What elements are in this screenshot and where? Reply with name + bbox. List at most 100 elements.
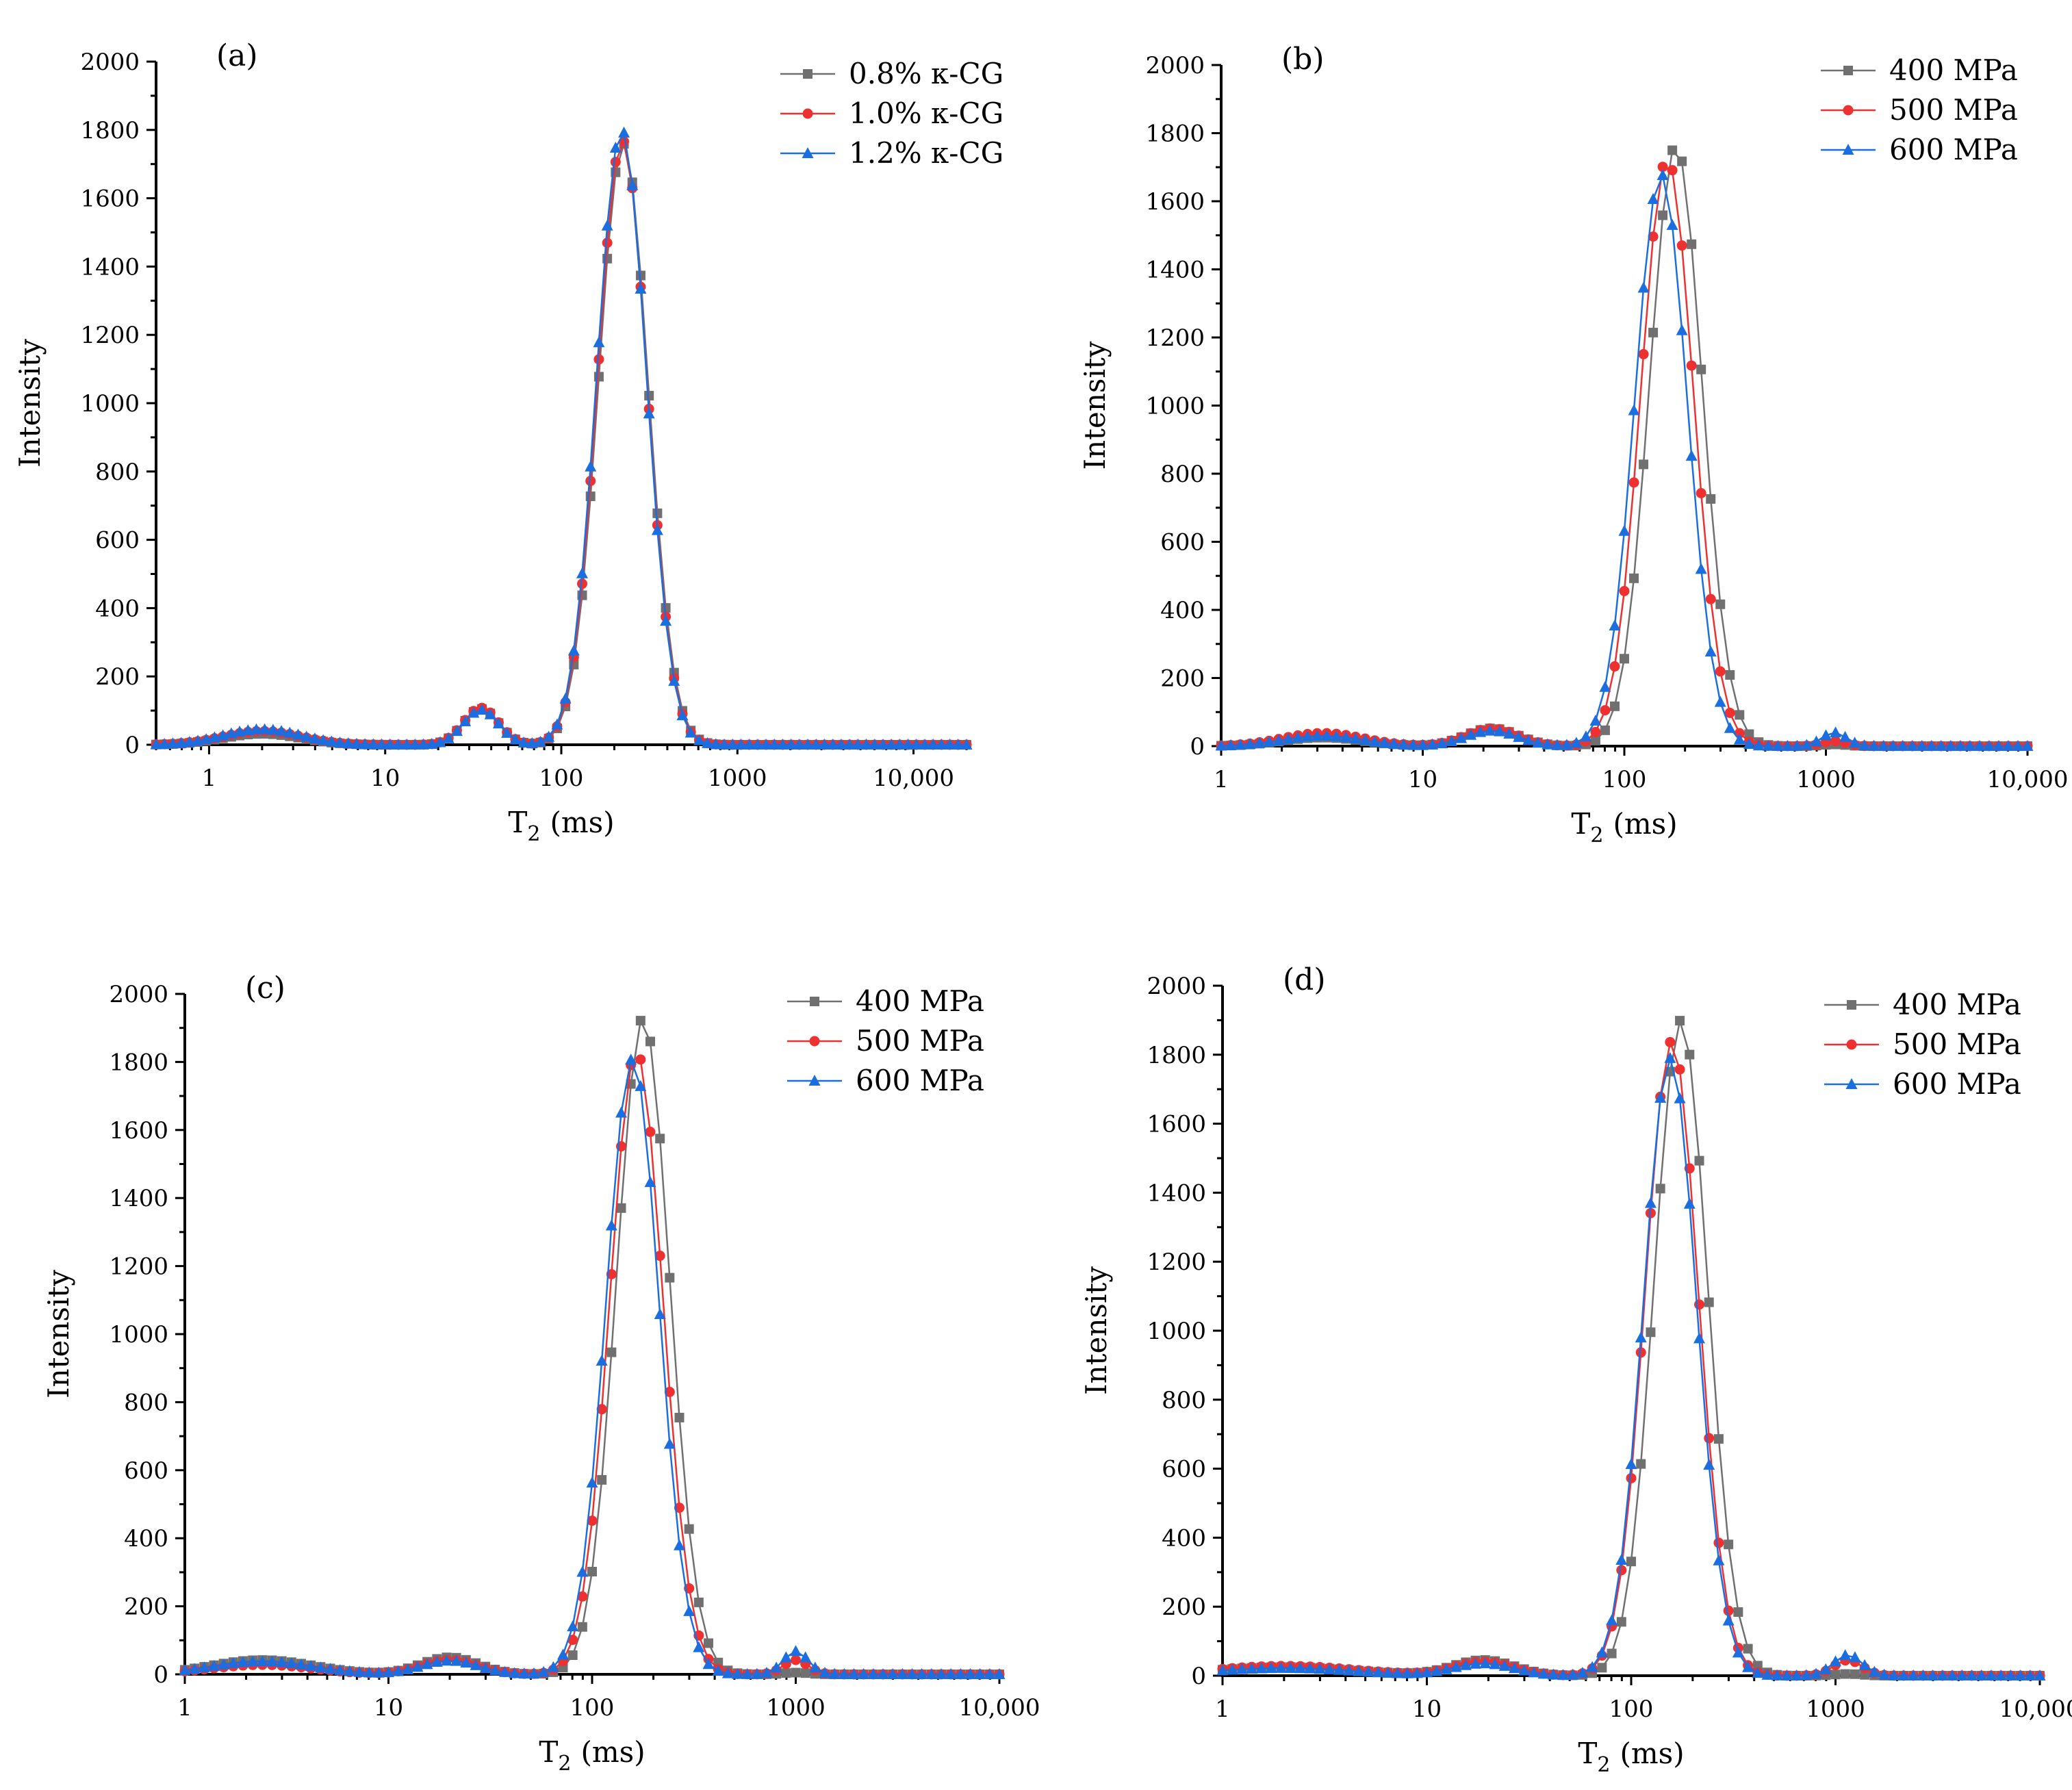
series-3 xyxy=(179,1053,1006,1679)
data-point xyxy=(501,726,513,738)
data-point xyxy=(877,1668,889,1679)
data-point xyxy=(1696,364,1706,374)
data-point xyxy=(1609,661,1620,672)
y-tick-label: 1000 xyxy=(80,390,140,418)
data-point xyxy=(1382,1667,1394,1678)
data-point xyxy=(499,1665,511,1677)
data-point xyxy=(1724,1539,1734,1550)
x-tick-label: 10 xyxy=(370,765,400,792)
data-point xyxy=(732,1667,743,1679)
x-tick-label: 100 xyxy=(1602,766,1647,793)
legend-swatch-marker xyxy=(1843,105,1854,116)
x-tick-label: 1000 xyxy=(1796,766,1856,793)
data-point xyxy=(828,1667,841,1679)
data-point xyxy=(1537,1667,1550,1679)
data-point xyxy=(1625,1458,1637,1470)
data-point xyxy=(964,1668,976,1679)
data-point xyxy=(1455,732,1468,743)
data-point xyxy=(906,1668,918,1679)
data-point xyxy=(785,739,797,750)
y-tick-label: 800 xyxy=(95,459,140,486)
data-point xyxy=(693,734,705,745)
data-point xyxy=(325,735,337,747)
data-point xyxy=(960,739,973,750)
data-point xyxy=(1791,739,1803,751)
data-point xyxy=(1993,740,2005,751)
x-tick-label: 10 xyxy=(374,1694,403,1722)
data-point xyxy=(1474,726,1487,737)
y-tick-label: 1600 xyxy=(1145,188,1205,216)
legend-swatch-marker xyxy=(1846,1039,1857,1050)
legend-entry-label: 600 MPa xyxy=(856,1064,984,1097)
data-point xyxy=(1704,645,1717,656)
data-point xyxy=(557,1648,569,1660)
data-point xyxy=(225,727,238,739)
panel-label: (d) xyxy=(1283,962,1326,997)
y-tick-label: 600 xyxy=(1160,529,1205,557)
data-point xyxy=(1675,1016,1685,1026)
data-point xyxy=(295,1658,307,1670)
data-point xyxy=(1724,707,1735,718)
data-point xyxy=(1636,1459,1646,1469)
data-point xyxy=(1635,1347,1646,1358)
data-point xyxy=(674,1539,685,1550)
data-point xyxy=(1664,1051,1676,1063)
data-point xyxy=(576,567,589,578)
data-point xyxy=(179,1664,191,1676)
data-point xyxy=(1888,1669,1900,1680)
data-point xyxy=(1647,192,1659,204)
chart-panel-2: 0 200 400 600 800 1000 1200 1400 1600 1800 2000 1 10… xyxy=(1078,42,2068,847)
data-point xyxy=(1638,348,1649,359)
data-point xyxy=(925,1668,938,1679)
data-point xyxy=(577,1622,587,1632)
data-point xyxy=(2021,740,2034,751)
y-tick-label: 1200 xyxy=(80,322,140,349)
y-axis-label: Intensity xyxy=(42,1270,75,1398)
data-point xyxy=(1518,1664,1531,1676)
data-point xyxy=(1333,1663,1346,1675)
data-point xyxy=(743,738,756,750)
data-point xyxy=(334,737,346,748)
data-point xyxy=(1628,404,1640,415)
data-point xyxy=(791,1667,801,1678)
data-point xyxy=(819,1667,831,1678)
data-point xyxy=(468,706,480,718)
data-point xyxy=(654,1308,666,1320)
data-point xyxy=(1353,1665,1365,1676)
data-point xyxy=(718,738,730,750)
data-point xyxy=(1830,1655,1841,1667)
x-tick-label: 10 xyxy=(1408,766,1437,793)
data-point xyxy=(1975,1670,1988,1680)
data-point xyxy=(1330,730,1342,741)
data-point xyxy=(791,1654,801,1665)
data-point xyxy=(1715,666,1726,677)
data-point xyxy=(1465,728,1477,740)
data-point xyxy=(292,728,305,740)
data-point xyxy=(1945,740,1957,751)
data-point xyxy=(852,739,864,750)
data-point xyxy=(1800,739,1813,750)
data-point xyxy=(1791,1669,1803,1680)
data-point xyxy=(1589,715,1602,726)
x-axis-label: T2 (ms) xyxy=(539,1735,645,1776)
data-point xyxy=(1676,240,1687,251)
data-point xyxy=(776,739,789,750)
data-point xyxy=(1397,738,1409,750)
data-point xyxy=(726,738,739,750)
data-point xyxy=(305,1660,317,1672)
data-point xyxy=(1830,1670,1841,1680)
series-line xyxy=(1222,1020,2040,1677)
data-point xyxy=(945,1668,957,1679)
data-point xyxy=(954,1668,967,1679)
data-point xyxy=(547,1661,559,1672)
data-point xyxy=(1570,737,1583,748)
data-point xyxy=(768,739,780,750)
x-tick-label: 1000 xyxy=(708,765,767,792)
data-point xyxy=(1616,1617,1626,1627)
data-point xyxy=(827,739,839,750)
x-tick-label: 100 xyxy=(539,765,584,792)
data-point xyxy=(751,1667,763,1679)
legend-swatch-marker xyxy=(802,108,813,119)
data-point xyxy=(1606,1614,1618,1626)
data-point xyxy=(606,1347,617,1357)
